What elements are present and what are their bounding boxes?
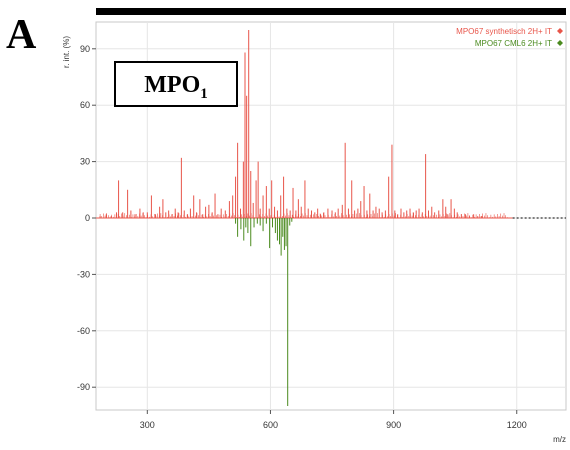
- inset-label-base: MPO: [144, 72, 201, 98]
- x-tick-label: 600: [263, 420, 278, 430]
- inset-label-box: MPO1: [114, 61, 238, 107]
- y-tick-label: 30: [80, 157, 90, 167]
- x-tick-label: 300: [140, 420, 155, 430]
- y-axis-label: r. int. (%): [62, 36, 71, 68]
- x-axis-label: m/z: [553, 435, 566, 444]
- legend-marker: [557, 28, 563, 34]
- y-tick-label: -90: [77, 382, 90, 392]
- y-tick-label: 0: [85, 213, 90, 223]
- y-tick-label: 90: [80, 44, 90, 54]
- inset-label-subscript: 1: [200, 85, 208, 102]
- x-tick-label: 900: [386, 420, 401, 430]
- legend-entry: MPO67 CML6 2H+ IT: [475, 39, 552, 48]
- legend-entry: MPO67 synthetisch 2H+ IT: [456, 27, 552, 36]
- y-tick-label: 60: [80, 100, 90, 110]
- x-tick-label: 1200: [507, 420, 527, 430]
- legend-marker: [557, 40, 563, 46]
- y-tick-label: -30: [77, 269, 90, 279]
- y-tick-label: -60: [77, 326, 90, 336]
- panel-label: A: [6, 12, 37, 58]
- top-divider-bar: [96, 8, 566, 15]
